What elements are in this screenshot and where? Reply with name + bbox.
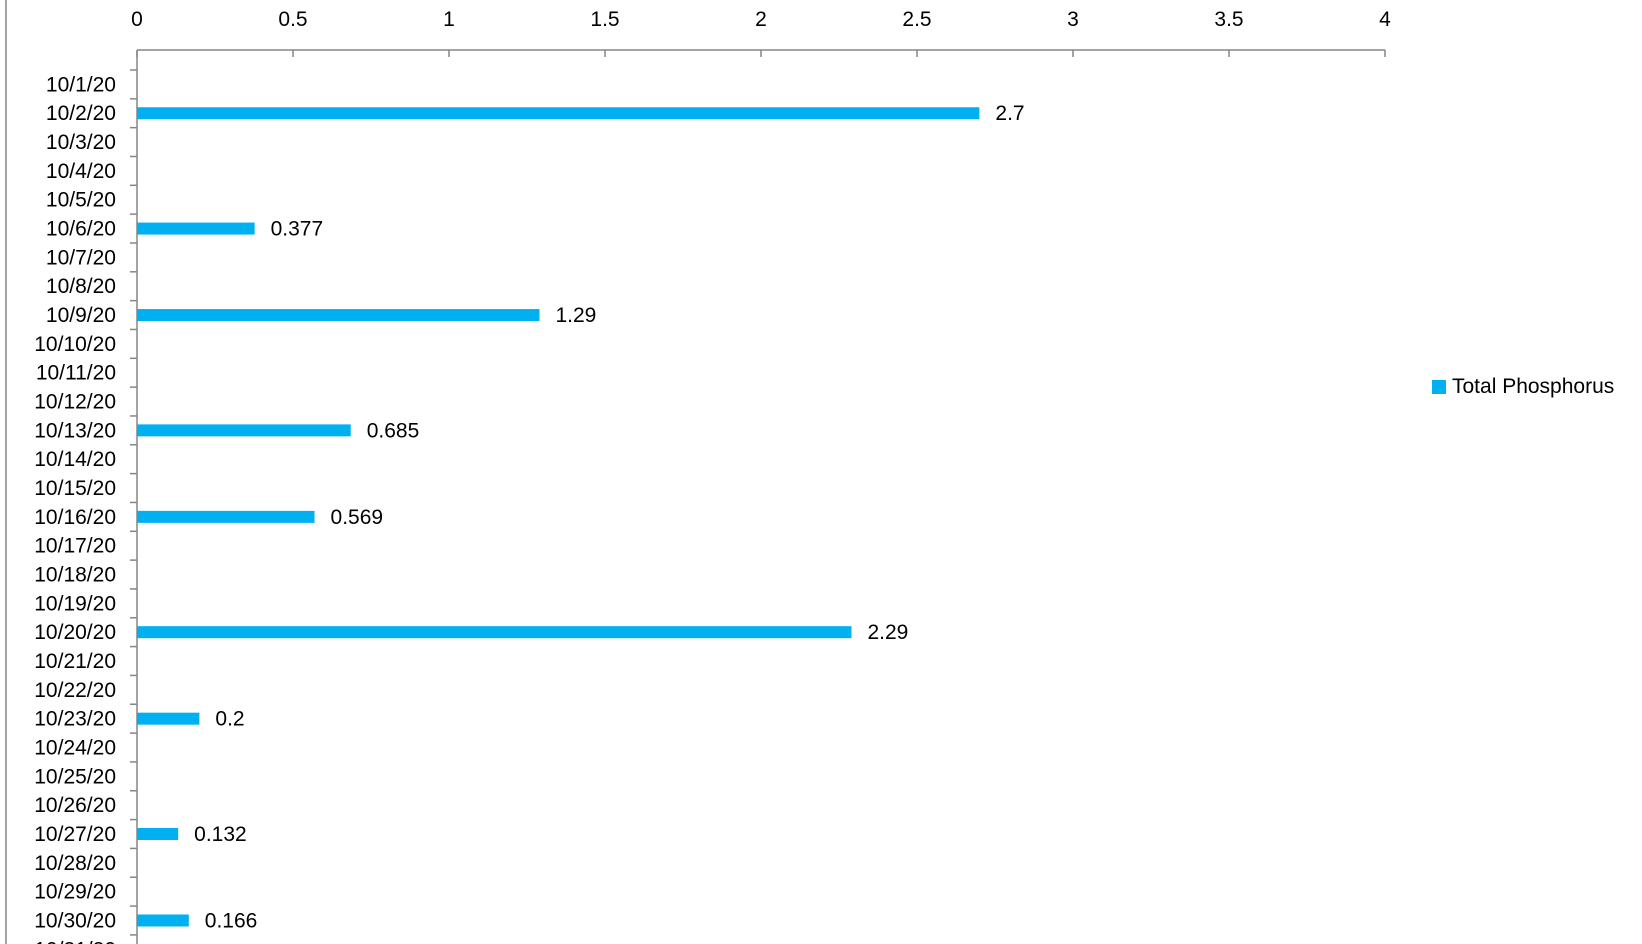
- bar: [137, 309, 540, 322]
- category-label: 10/23/20: [34, 708, 116, 731]
- x-tick-label: 0: [131, 8, 143, 31]
- legend-label: Total Phosphorus: [1452, 375, 1615, 398]
- bar-value-label: 2.29: [867, 621, 908, 644]
- x-tick-label: 2.5: [902, 8, 931, 31]
- bar: [137, 914, 189, 927]
- category-label: 10/17/20: [34, 535, 116, 558]
- category-label: 10/3/20: [46, 131, 116, 154]
- category-label: 10/26/20: [34, 794, 116, 817]
- x-tick-label: 3.5: [1214, 8, 1243, 31]
- category-label: 10/24/20: [34, 737, 116, 760]
- category-label: 10/9/20: [46, 304, 116, 327]
- category-label: 10/22/20: [34, 679, 116, 702]
- category-label: 10/12/20: [34, 391, 116, 414]
- axes: 0 0.5 1 1.5 2 2.5 3 3.5 4 10/1/20 10/2/20 10/3/20 10…: [5, 0, 1391, 944]
- category-label: 10/25/20: [34, 765, 116, 788]
- bar-value-label: 0.2: [215, 708, 244, 731]
- bar: [137, 712, 200, 725]
- bars: [137, 107, 980, 927]
- category-label: 10/21/20: [34, 650, 116, 673]
- category-label: 10/16/20: [34, 506, 116, 529]
- bar-value-label: 0.166: [205, 909, 258, 932]
- category-label: 10/13/20: [34, 419, 116, 442]
- x-tick-label: 1: [443, 8, 455, 31]
- category-label: 10/20/20: [34, 621, 116, 644]
- data-labels: 2.7 0.377 1.29 0.685 0.569 2.29 0.2 0.132 0.166: [194, 102, 1024, 932]
- bar-value-label: 1.29: [555, 304, 596, 327]
- bar: [137, 107, 980, 120]
- category-label: 10/1/20: [46, 73, 116, 96]
- category-label: 10/10/20: [34, 333, 116, 356]
- category-label: 10/11/20: [36, 362, 116, 385]
- legend-swatch: [1432, 380, 1446, 394]
- bar-value-label: 0.377: [271, 218, 324, 241]
- legend: Total Phosphorus: [1432, 375, 1614, 399]
- x-tick-label: 4: [1379, 8, 1391, 31]
- bar-value-label: 0.569: [331, 506, 384, 529]
- category-label: 10/30/20: [34, 909, 116, 932]
- bar: [137, 626, 852, 639]
- x-tick-label: 0.5: [278, 8, 307, 31]
- bar-value-label: 0.685: [367, 419, 420, 442]
- category-label: 10/8/20: [46, 275, 116, 298]
- category-label: 10/18/20: [34, 564, 116, 587]
- bar: [137, 222, 255, 235]
- category-label: 10/4/20: [46, 160, 116, 183]
- category-label: 10/7/20: [46, 246, 116, 269]
- category-label: 10/31/20: [34, 938, 116, 944]
- category-label: 10/19/20: [34, 592, 116, 615]
- category-label: 10/6/20: [46, 218, 116, 241]
- x-tick-label: 1.5: [590, 8, 619, 31]
- x-tick-label: 3: [1067, 8, 1079, 31]
- bar-value-label: 0.132: [194, 823, 247, 846]
- bar: [137, 827, 179, 840]
- category-label: 10/15/20: [34, 477, 116, 500]
- bar: [137, 424, 351, 437]
- category-label: 10/27/20: [34, 823, 116, 846]
- category-label: 10/14/20: [34, 448, 116, 471]
- category-label: 10/29/20: [34, 881, 116, 904]
- bar: [137, 510, 315, 523]
- x-tick-label: 2: [755, 8, 767, 31]
- bar-value-label: 2.7: [995, 102, 1024, 125]
- category-label: 10/5/20: [46, 189, 116, 212]
- category-label: 10/28/20: [34, 852, 116, 875]
- category-label: 10/2/20: [46, 102, 116, 125]
